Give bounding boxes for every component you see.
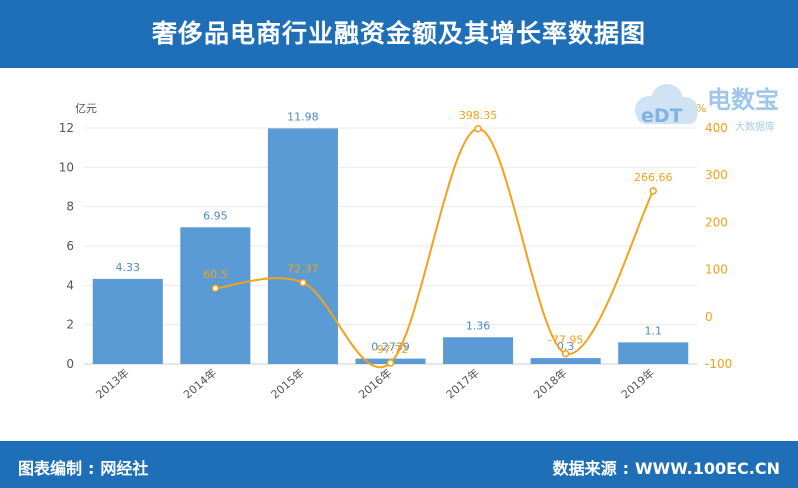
- logo-sub: 大数据库: [735, 120, 775, 133]
- line-data-label: 60.5: [203, 268, 228, 281]
- line-data-label: 266.66: [634, 171, 673, 184]
- chart-footer: 图表编制: 网经社 数据来源: WWW.100EC.CN: [0, 441, 798, 488]
- line-point: [299, 278, 307, 287]
- credit: 图表编制: 网经社: [18, 455, 148, 479]
- right-tick-label: 200: [705, 215, 728, 229]
- x-tick-label: 2016年: [356, 366, 395, 402]
- x-tick-label: 2017年: [443, 366, 482, 402]
- right-axis-ticks: -100 0 100 200 300 400: [705, 121, 732, 371]
- right-axis-unit: %: [696, 102, 706, 115]
- bar-data-label: 6.95: [203, 209, 228, 222]
- edt-logo: eDT 电数宝 大数据库: [635, 84, 779, 133]
- line-series: [211, 125, 657, 369]
- bar: [443, 337, 514, 364]
- right-tick-label: 400: [705, 121, 728, 135]
- x-axis-ticks: 2013年 2014年 2015年 2016年 2017年 2018年 2019年: [93, 366, 657, 402]
- line-point: [211, 284, 220, 292]
- source: 数据来源: WWW.100EC.CN: [553, 455, 780, 479]
- x-tick-label: 2015年: [268, 366, 307, 402]
- bar: [180, 227, 251, 364]
- right-tick-label: 300: [705, 168, 728, 182]
- line-data-label: -77.95: [548, 334, 583, 347]
- line-path: [215, 127, 655, 369]
- source-label: 数据来源: [552, 459, 617, 478]
- line-data-label: -97.72: [373, 343, 408, 356]
- logo-latin: eDT: [641, 105, 683, 127]
- bar-data-label: 4.33: [116, 261, 141, 274]
- chart-title: 奢侈品电商行业融资金额及其增长率数据图: [151, 19, 646, 48]
- source-separator: :: [622, 459, 629, 478]
- right-tick-label: 100: [705, 263, 728, 277]
- chart-header: 奢侈品电商行业融资金额及其增长率数据图: [0, 0, 798, 68]
- bar-series: [92, 128, 689, 364]
- line-point: [474, 125, 482, 133]
- left-tick-label: 10: [59, 160, 74, 174]
- left-axis-ticks: 0 2 4 6 8 10 12: [59, 121, 74, 371]
- right-tick-label: -100: [705, 357, 732, 371]
- bar-data-label: 11.98: [287, 110, 319, 123]
- line-data-label: 398.35: [459, 109, 498, 122]
- left-tick-label: 6: [66, 239, 74, 253]
- credit-separator: :: [88, 459, 95, 478]
- grid-lines: [84, 127, 697, 365]
- left-tick-label: 2: [66, 318, 74, 332]
- x-tick-label: 2014年: [180, 366, 219, 402]
- source-value: WWW.100EC.CN: [635, 459, 780, 478]
- line-point: [386, 359, 395, 367]
- line-point: [561, 349, 570, 358]
- logo-brand: 电数宝: [707, 86, 779, 114]
- left-tick-label: 0: [66, 357, 74, 371]
- left-tick-label: 8: [66, 200, 74, 214]
- credit-label: 图表编制: [18, 459, 83, 478]
- bar: [618, 342, 689, 364]
- bar-data-label: 1.36: [466, 319, 491, 332]
- left-tick-label: 4: [66, 278, 74, 292]
- bar: [530, 358, 601, 364]
- left-tick-label: 12: [59, 121, 74, 135]
- x-tick-label: 2019年: [618, 366, 657, 402]
- line-point: [649, 187, 657, 195]
- cloud-icon: [635, 84, 698, 124]
- line-data-labels: 60.5 72.37 -97.72 398.35 -77.95 266.66: [203, 109, 672, 356]
- bar-data-label: 1.1: [644, 324, 662, 337]
- bar: [267, 128, 338, 364]
- x-tick-label: 2013年: [93, 366, 132, 402]
- right-tick-label: 0: [705, 310, 713, 324]
- bar: [92, 278, 163, 364]
- line-data-label: 72.37: [287, 263, 319, 276]
- left-axis-unit: 亿元: [75, 102, 97, 115]
- credit-value: 网经社: [100, 459, 149, 478]
- x-tick-label: 2018年: [531, 366, 570, 402]
